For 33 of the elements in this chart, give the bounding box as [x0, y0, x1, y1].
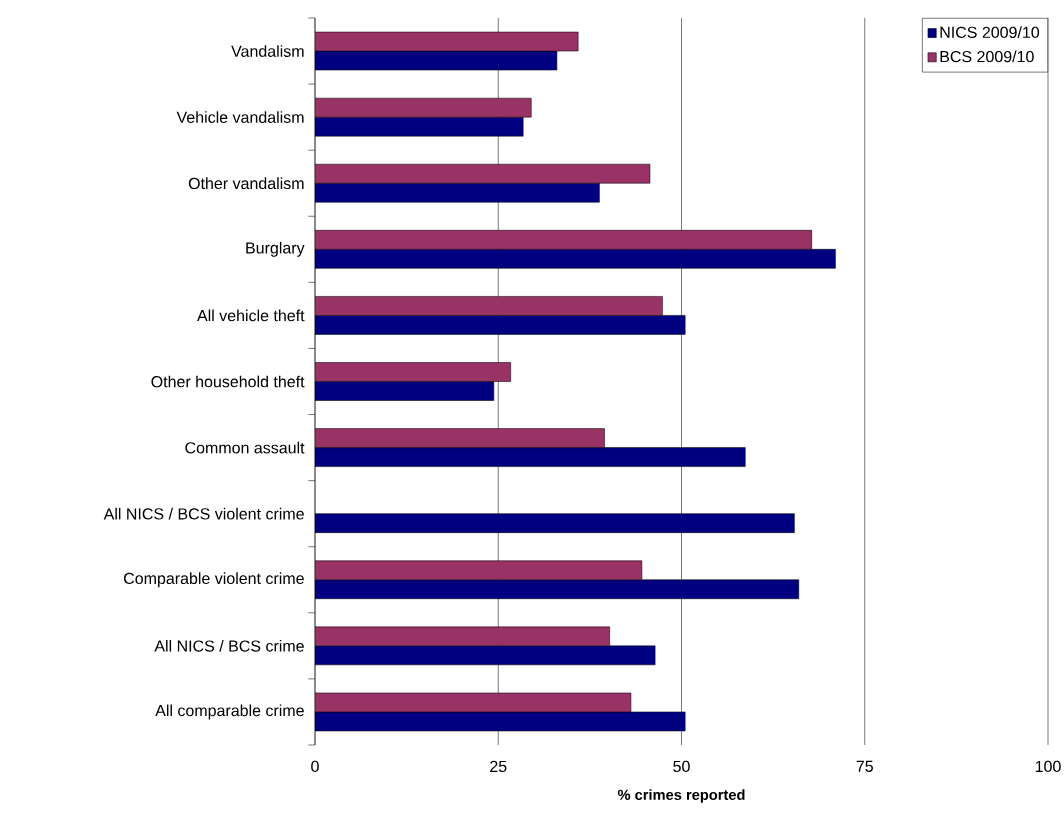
bar [315, 428, 605, 448]
y-tick-label: All NICS / BCS violent crime [103, 507, 304, 520]
bar [315, 645, 656, 666]
y-tick-label: Common assault [185, 441, 305, 454]
y-tick-label: All vehicle theft [197, 309, 305, 322]
x-tick-label: 50 [673, 760, 690, 773]
bar [315, 182, 600, 203]
x-axis-title: % crimes reported [617, 789, 745, 803]
y-tick-label: Vandalism [231, 45, 304, 57]
x-tick-label: 75 [856, 760, 873, 772]
legend-label: BCS 2009/10 [940, 50, 1034, 63]
bar [315, 249, 836, 269]
bar [315, 560, 643, 581]
bar [315, 579, 800, 600]
bar [315, 381, 495, 401]
legend-label: NICS 2009/10 [940, 26, 1040, 38]
bar [315, 513, 795, 533]
x-tick-label: 100 [1035, 760, 1061, 773]
y-tick-label: Other vandalism [188, 177, 304, 190]
y-tick-label: Comparable violent crime [124, 572, 304, 588]
y-tick-label: Vehicle vandalism [176, 111, 304, 123]
x-tick-label: 0 [311, 760, 319, 773]
y-tick-label: All comparable crime [155, 704, 304, 720]
bar [315, 296, 663, 316]
y-tick-label: All NICS / BCS crime [154, 639, 304, 652]
bar [315, 315, 686, 335]
y-tick-label: Burglary [246, 241, 305, 257]
bar [315, 447, 746, 467]
bar [315, 163, 651, 184]
bar [315, 362, 511, 382]
x-tick-label: 25 [490, 760, 507, 773]
y-tick-label: Other household theft [151, 375, 305, 388]
bar [315, 230, 813, 250]
